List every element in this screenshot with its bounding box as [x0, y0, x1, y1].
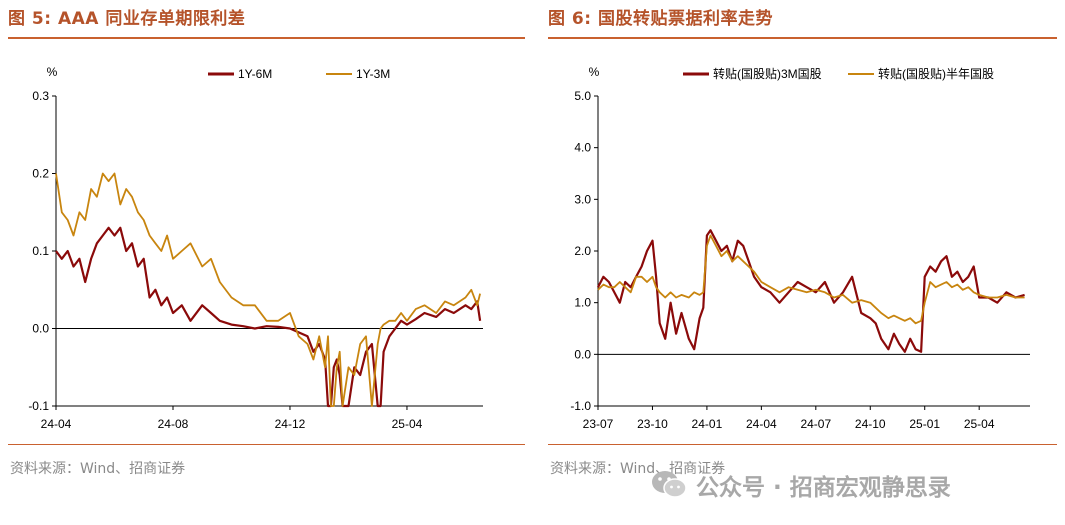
x-tick-label: 25-01	[909, 417, 940, 431]
x-tick-label: 24-04	[746, 417, 777, 431]
figure-5-top-rule	[8, 37, 525, 39]
series-line-2	[55, 172, 481, 407]
watermark: 公众号 · 招商宏观静思录	[650, 462, 951, 508]
y-tick-label: 0.1	[32, 244, 49, 258]
watermark-text: 公众号 · 招商宏观静思录	[696, 475, 951, 501]
y-tick-label: -0.1	[28, 399, 49, 413]
x-tick-label: 23-10	[637, 417, 668, 431]
x-tick-label: 24-04	[41, 417, 72, 431]
y-tick-label: 0.0	[574, 347, 591, 361]
figure-5-source: 资料来源：Wind、招商证券	[10, 461, 186, 477]
x-tick-label: 24-12	[275, 417, 306, 431]
legend-label-2: 1Y-3M	[356, 67, 390, 81]
x-tick-label: 23-07	[583, 417, 614, 431]
legend-label-2: 转贴(国股贴)半年国股	[878, 66, 994, 81]
x-tick-label: 24-07	[800, 417, 831, 431]
figure-6-top-rule	[548, 37, 1057, 39]
figure-6-title: 图 6: 国股转贴票据利率走势	[548, 9, 773, 29]
x-tick-label: 24-08	[158, 417, 189, 431]
figure-6-bottom-rule	[548, 444, 1057, 445]
figure-6-source: 资料来源：Wind、招商证券	[550, 461, 726, 477]
figure-6-chart: -1.0 0.0 1.0 2.0 3.0 4.0 5.0% 23-07 23-10 24-01 24…	[570, 65, 1030, 431]
y-tick-label: -1.0	[570, 399, 591, 413]
figure-5-title: 图 5: AAA 同业存单期限利差	[8, 9, 246, 29]
figure-5-bottom-rule	[8, 444, 525, 445]
series-line-2	[597, 234, 1025, 325]
y-tick-label: 2.0	[574, 244, 591, 258]
x-tick-label: 25-04	[392, 417, 423, 431]
x-tick-label: 24-10	[855, 417, 886, 431]
legend-label-1: 转贴(国股贴)3M国股	[713, 66, 822, 81]
y-tick-label: 4.0	[574, 141, 591, 155]
y-tick-label: 3.0	[574, 192, 591, 206]
y-tick-label: 0.0	[32, 322, 49, 336]
series-line-1	[55, 226, 482, 408]
y-axis-label: %	[589, 65, 600, 79]
y-tick-label: 0.2	[32, 167, 49, 181]
y-tick-label: 1.0	[574, 296, 591, 310]
y-axis-label: %	[47, 65, 58, 79]
legend-label-1: 1Y-6M	[238, 67, 272, 81]
wechat-icon	[652, 471, 687, 498]
x-tick-label: 25-04	[964, 417, 995, 431]
x-tick-label: 24-01	[692, 417, 723, 431]
y-tick-label: 5.0	[574, 89, 591, 103]
series-line-1	[597, 229, 1025, 353]
figure-5-chart: -0.1 0.0 0.1 0.2 0.3% 24-04 24-08 24-12 25-04 1Y-…	[28, 65, 483, 431]
y-tick-label: 0.3	[32, 89, 49, 103]
